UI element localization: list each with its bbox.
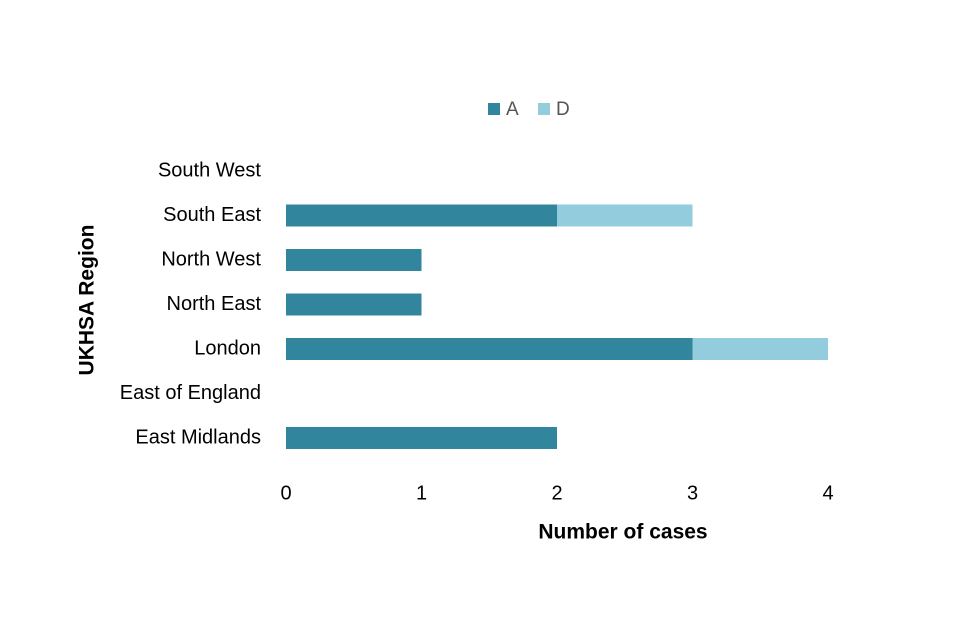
y-tick-label: South West <box>158 159 261 181</box>
y-tick-label: North West <box>161 248 261 270</box>
y-axis-title: UKHSA Region <box>76 225 99 376</box>
legend-label: A <box>506 99 519 120</box>
y-tick-label: North East <box>167 293 262 315</box>
bar-segment <box>286 293 422 316</box>
legend-swatch <box>488 103 500 115</box>
y-tick-label: East Midlands <box>135 426 261 448</box>
bar-segment <box>286 204 557 227</box>
legend-swatch <box>538 103 550 115</box>
bar-segment <box>286 427 557 449</box>
x-tick-label: 4 <box>822 482 833 504</box>
legend-label: D <box>556 99 570 120</box>
bar-segment <box>286 249 422 271</box>
x-tick-label: 2 <box>551 482 562 504</box>
x-axis-title: Number of cases <box>538 521 707 544</box>
x-tick-label: 3 <box>687 482 698 504</box>
bar-segment <box>286 338 693 360</box>
y-tick-label: South East <box>163 204 261 226</box>
bar-segment <box>692 338 828 360</box>
bar-segment <box>557 204 693 227</box>
x-tick-label: 0 <box>280 482 291 504</box>
y-tick-label: East of England <box>120 382 261 404</box>
y-tick-label: London <box>194 337 261 359</box>
x-tick-label: 1 <box>416 482 427 504</box>
